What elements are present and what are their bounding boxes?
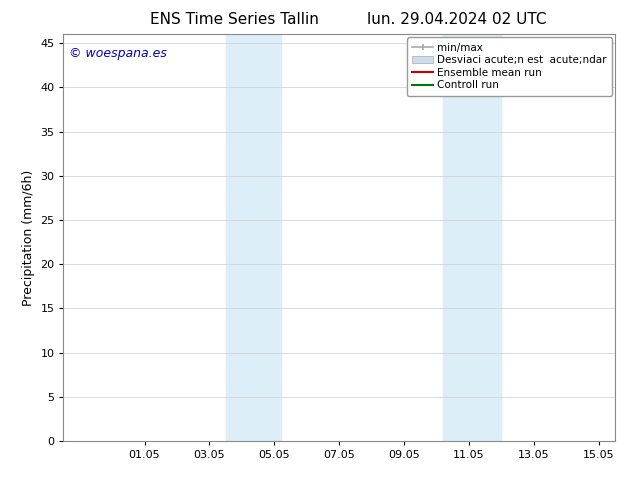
Text: © woespana.es: © woespana.es [69,47,167,59]
Legend: min/max, Desviaci acute;n est  acute;ndar, Ensemble mean run, Controll run: min/max, Desviaci acute;n est acute;ndar… [407,37,612,96]
Bar [443,34,501,441]
Y-axis label: Precipitation (mm/6h): Precipitation (mm/6h) [22,170,35,306]
Bar [226,34,281,441]
Text: lun. 29.04.2024 02 UTC: lun. 29.04.2024 02 UTC [366,12,547,27]
Text: ENS Time Series Tallin: ENS Time Series Tallin [150,12,319,27]
